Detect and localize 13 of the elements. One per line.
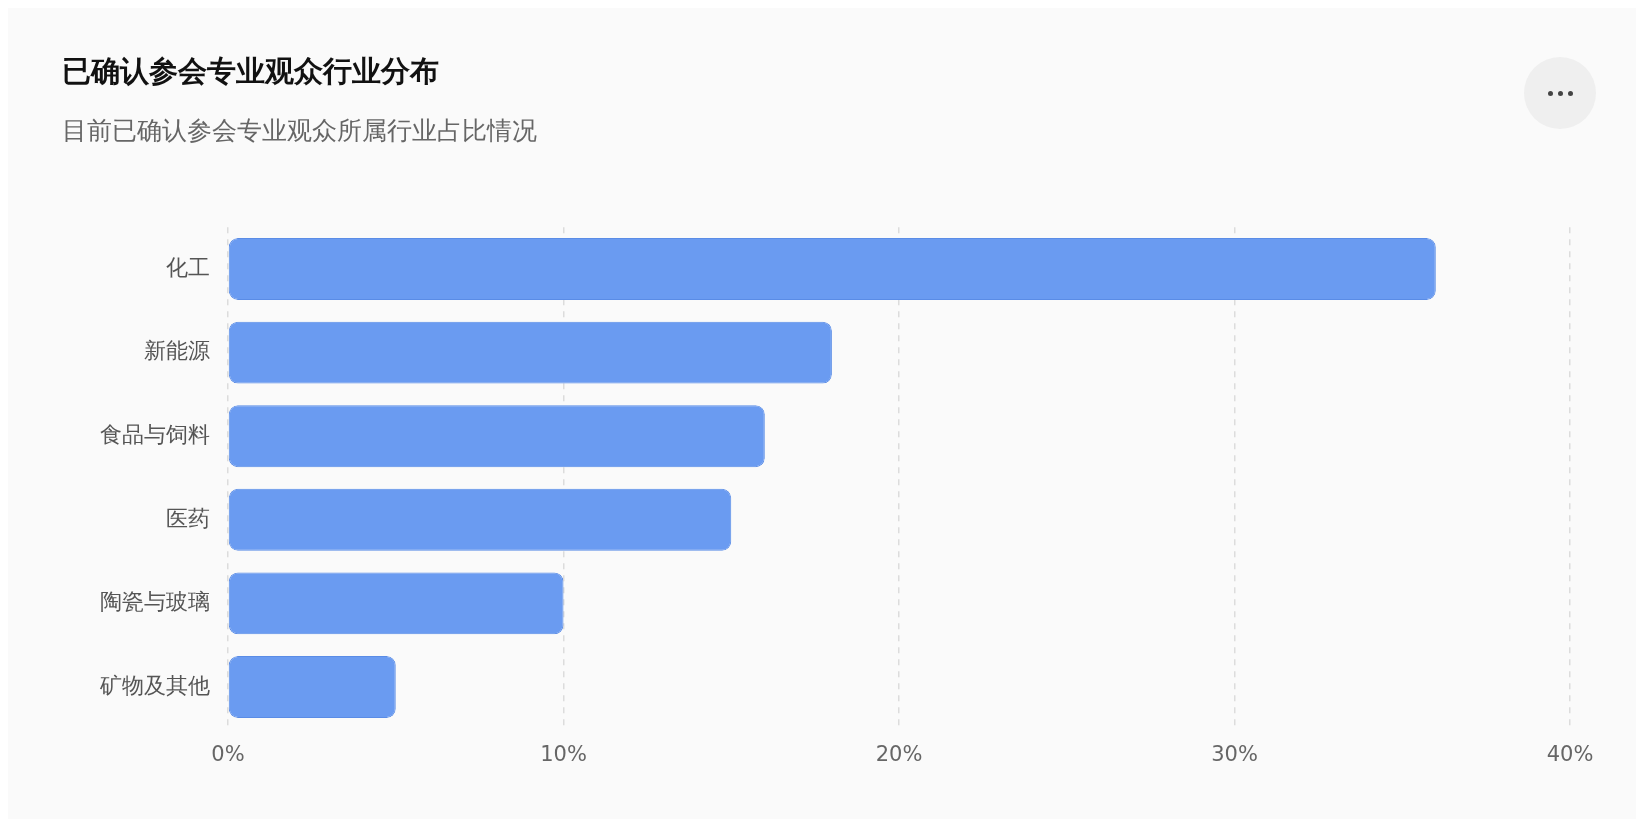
y-tick-label: 新能源 — [144, 338, 210, 364]
x-tick-label: 40% — [1546, 741, 1594, 766]
x-tick-label: 20% — [875, 741, 923, 766]
x-tick-label: 0% — [211, 741, 245, 766]
y-tick-label: 矿物及其他 — [99, 672, 210, 698]
x-tick-label: 10% — [540, 741, 587, 766]
x-tick-label: 30% — [1211, 741, 1258, 766]
y-tick-label: 食品与饲料 — [100, 421, 210, 447]
y-tick-label: 化工 — [166, 254, 210, 280]
y-tick-label: 医药 — [166, 505, 210, 531]
y-tick-label: 陶瓷与玻璃 — [100, 589, 210, 615]
chart-title: 已确认参会专业观众行业分布 — [62, 53, 439, 90]
chart-subtitle: 目前已确认参会专业观众所属行业占比情况 — [62, 115, 537, 147]
